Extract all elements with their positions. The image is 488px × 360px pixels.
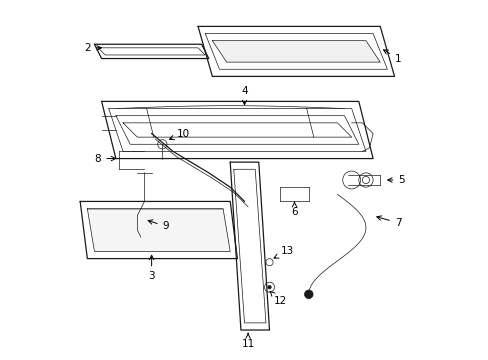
Text: 5: 5 (387, 175, 404, 185)
Text: 4: 4 (241, 86, 247, 105)
Text: 13: 13 (273, 247, 293, 258)
Text: 8: 8 (95, 154, 115, 163)
Text: 1: 1 (383, 50, 401, 64)
Text: 2: 2 (84, 43, 101, 53)
Text: 3: 3 (148, 255, 155, 282)
Text: 10: 10 (169, 129, 190, 140)
Text: 6: 6 (290, 202, 297, 217)
Text: 7: 7 (376, 216, 401, 228)
Text: 12: 12 (269, 291, 286, 306)
Polygon shape (212, 41, 380, 62)
Text: 11: 11 (241, 334, 254, 349)
Circle shape (304, 290, 312, 298)
Circle shape (267, 285, 271, 289)
Text: 9: 9 (148, 220, 169, 231)
Polygon shape (87, 208, 230, 251)
